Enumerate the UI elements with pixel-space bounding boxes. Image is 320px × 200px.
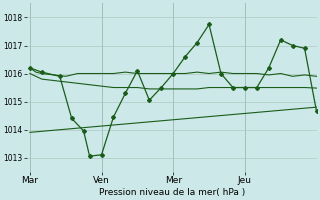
X-axis label: Pression niveau de la mer( hPa ): Pression niveau de la mer( hPa ): [99, 188, 245, 197]
